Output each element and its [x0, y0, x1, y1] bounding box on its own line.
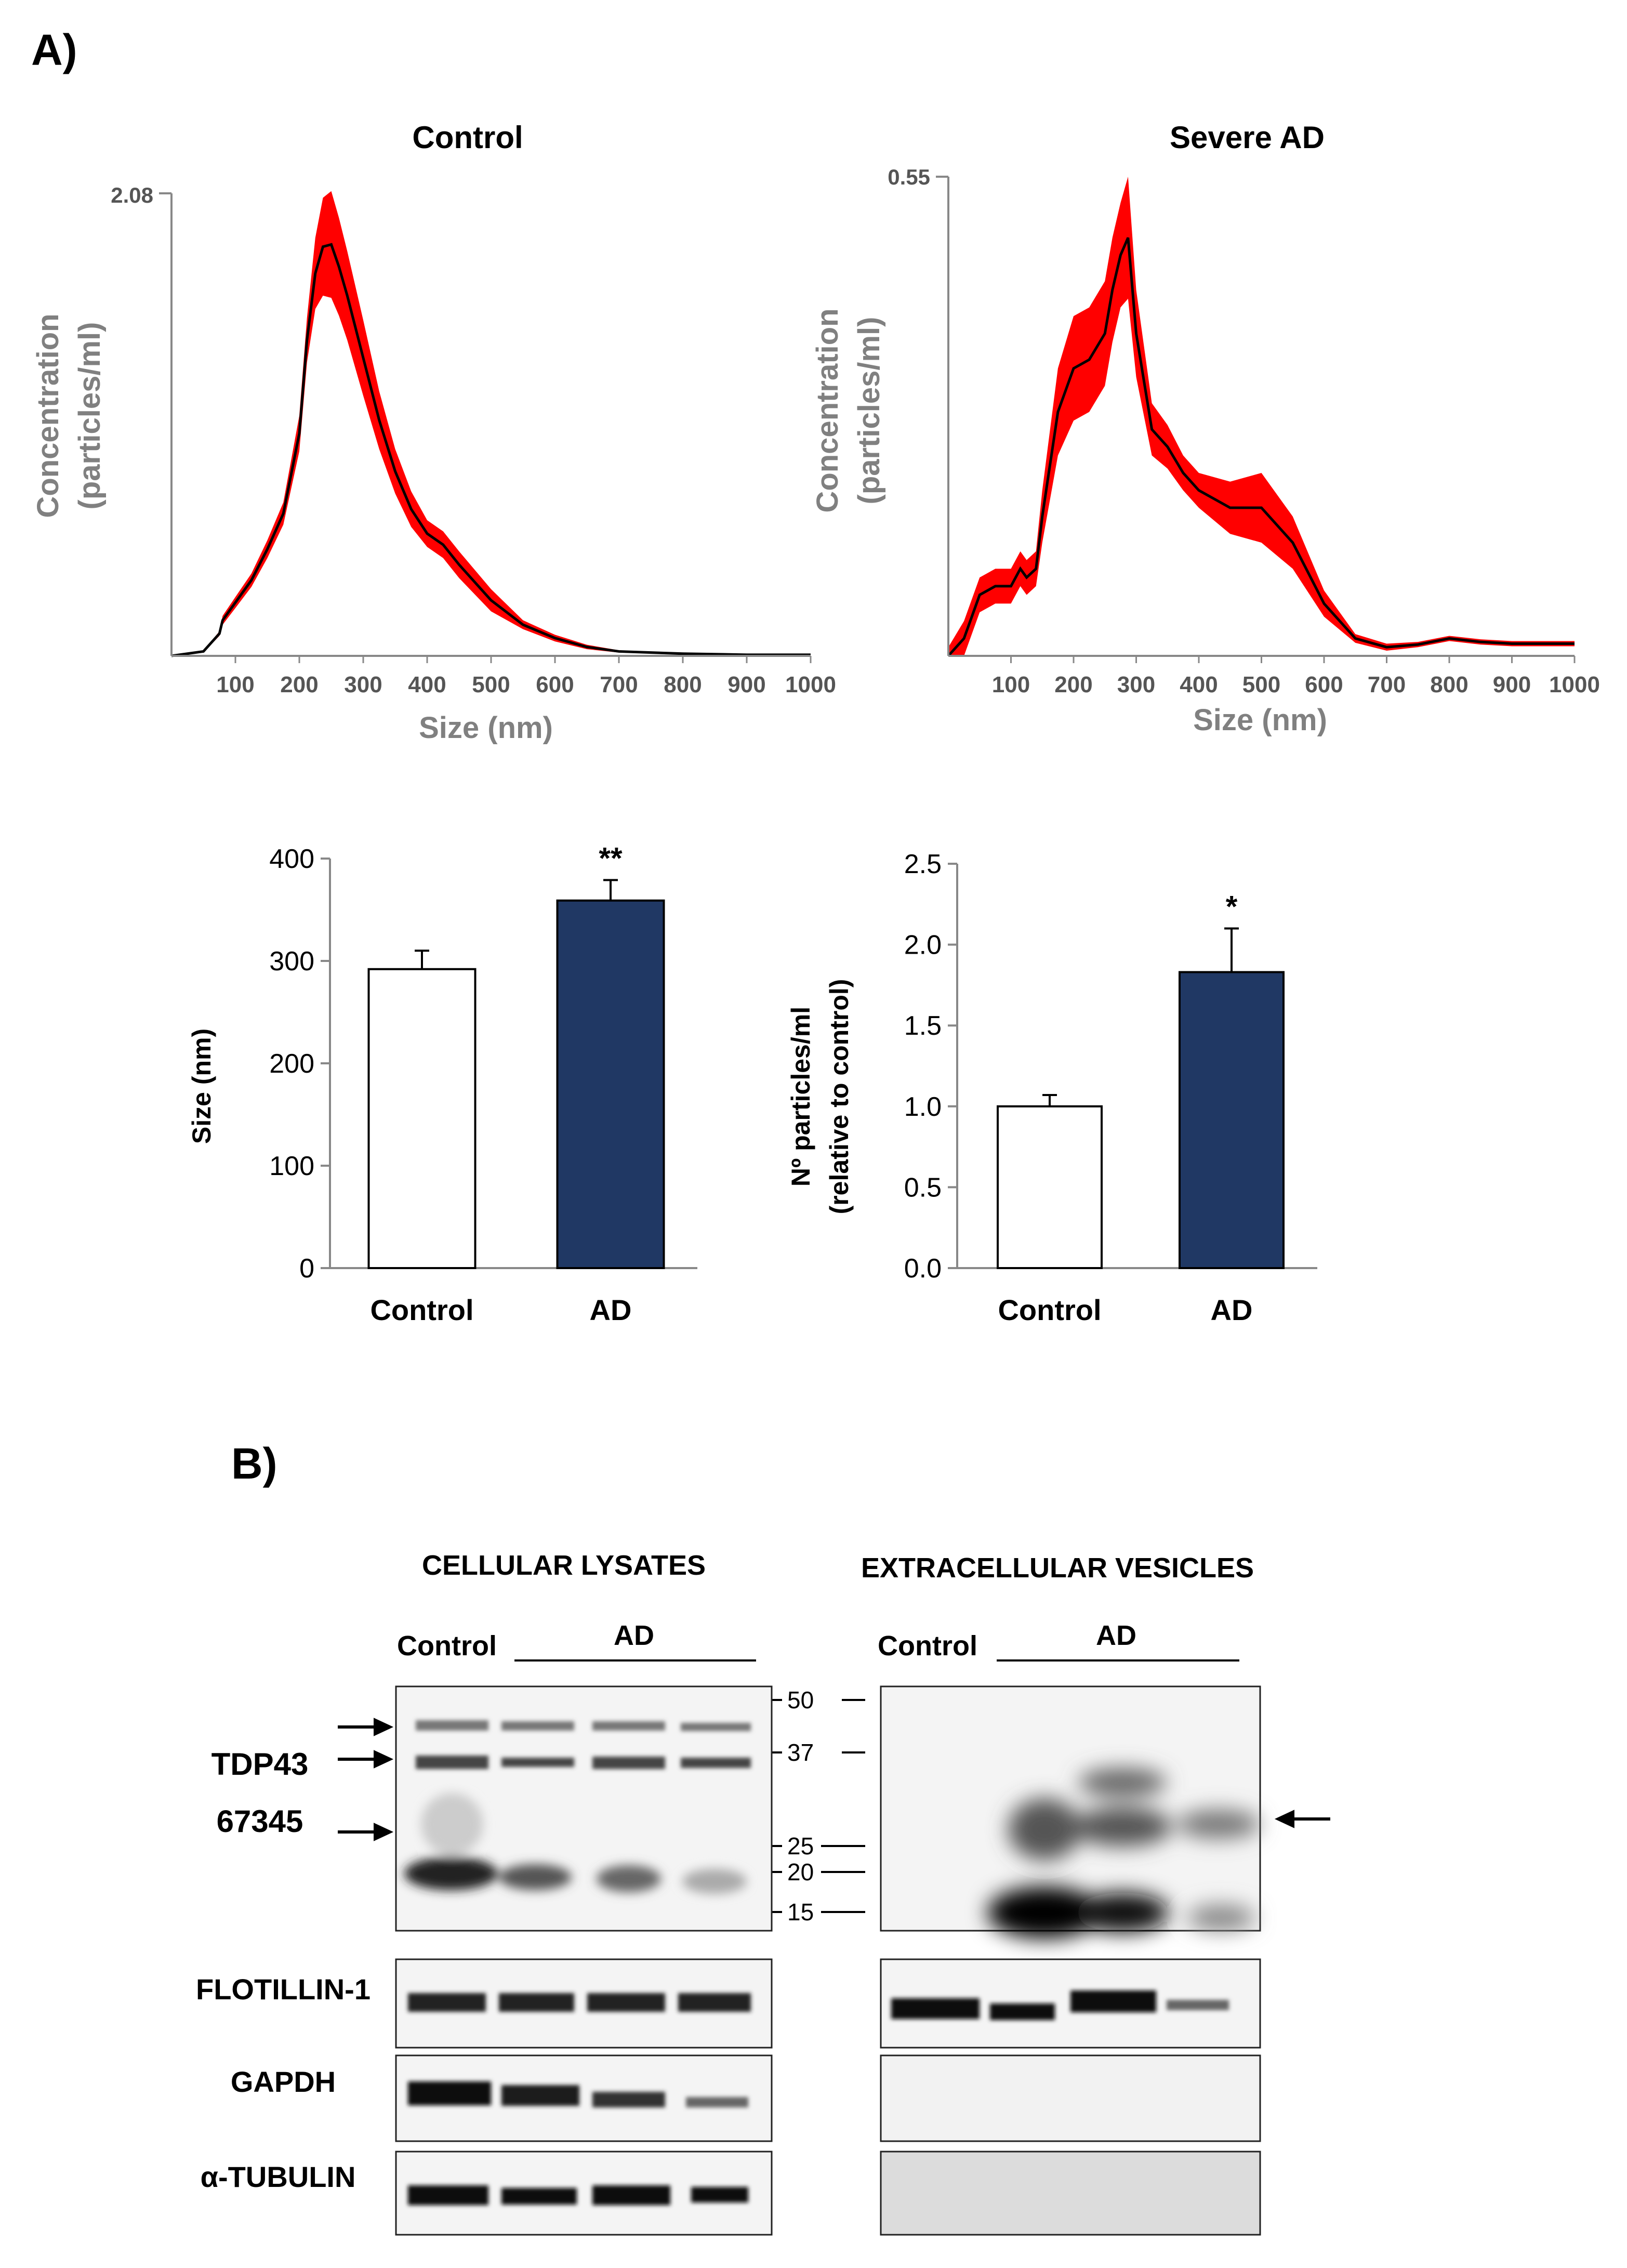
size-y-tick-label: 300 — [269, 946, 314, 977]
size-category-label: Control — [370, 1294, 473, 1326]
particles-bar-ad — [1179, 971, 1285, 1269]
lysates-title: CELLULAR LYSATES — [422, 1550, 706, 1581]
nta-control-x-tick-label: 300 — [344, 672, 382, 697]
size-y-tick-label: 400 — [269, 844, 314, 874]
particles-bar-control — [997, 1105, 1103, 1270]
particles-bar-ylabel-2: (relative to control) — [825, 979, 854, 1215]
particles-y-tick-label: 1.5 — [904, 1011, 942, 1041]
nta-ad-ylabel-2: (particles/ml) — [852, 317, 886, 505]
size-bar-control — [367, 968, 477, 1269]
nta-ad-x-tick-label: 1000 — [1549, 672, 1600, 697]
nta-control-ylabel-1: Concentration — [31, 313, 65, 518]
nta-ad-x-tick-label: 600 — [1305, 672, 1343, 697]
nta-ad-ylabel-1: Concentration — [811, 308, 844, 512]
arrow-icon — [338, 1718, 394, 1841]
nta-control-x-tick-label: 200 — [280, 672, 318, 697]
nta-control-x-tick-label: 500 — [472, 672, 510, 697]
nta-ad-x-tick-label: 800 — [1430, 672, 1468, 697]
nta-control-ymax: 2.08 — [111, 183, 153, 207]
marker-37: 37 — [787, 1739, 814, 1766]
size-y-tick-label: 100 — [269, 1151, 314, 1181]
particles-significance: * — [1226, 890, 1238, 924]
size-category-label: AD — [590, 1294, 632, 1326]
marker-15: 15 — [787, 1898, 814, 1926]
nta-ad-x-tick-label: 100 — [992, 672, 1030, 697]
particles-bar-chart: Nº particles/ml (relative to control) 0.… — [786, 849, 1317, 1326]
nta-ad-x-tick-label: 200 — [1054, 672, 1092, 697]
nta-ad-title: Severe AD — [1170, 120, 1325, 155]
blot-flotillin-vesicles — [880, 1958, 1261, 2049]
size-bar-chart: Size (nm) 0 100 200 300 400 Control AD ** — [187, 841, 697, 1326]
vesicles-title: EXTRACELLULAR VESICLES — [861, 1552, 1254, 1584]
size-bar-ylabel: Size (nm) — [187, 1028, 216, 1144]
marker-50: 50 — [787, 1686, 814, 1713]
size-y-tick-label: 200 — [269, 1049, 314, 1079]
vesicles-control-label: Control — [878, 1630, 977, 1662]
particles-category-label: AD — [1211, 1294, 1253, 1326]
particles-y-tick-label: 1.0 — [904, 1092, 942, 1122]
blot-gapdh-vesicles — [880, 2054, 1261, 2142]
blot-tubulin-lysates — [395, 2151, 773, 2236]
lysates-ad-label: AD — [614, 1620, 654, 1651]
blot-tubulin-vesicles — [880, 2151, 1261, 2236]
marker-25: 25 — [787, 1832, 814, 1860]
row-label-tdp43: TDP43 — [211, 1747, 309, 1782]
nta-control-ylabel-2: (particles/ml) — [73, 322, 107, 510]
size-y-tick-label: 0 — [299, 1254, 314, 1284]
nta-control-x-tick-label: 400 — [408, 672, 446, 697]
vesicles-ad-label: AD — [1096, 1620, 1136, 1651]
blot-flotillin-lysates — [395, 1958, 773, 2049]
row-label-tdp43-subtitle: 67345 — [217, 1804, 303, 1839]
particles-y-tick-label: 2.0 — [904, 930, 942, 960]
particles-category-label: Control — [998, 1294, 1101, 1326]
nta-control-error-band — [171, 191, 811, 656]
arrow-icon — [1274, 1810, 1330, 1828]
blot-tdp43-vesicles — [880, 1685, 1261, 1939]
nta-control-x-tick-label: 1000 — [785, 672, 836, 697]
size-bar-ad — [556, 899, 665, 1269]
nta-ad-error-band — [948, 177, 1575, 656]
nta-control-x-tick-label: 600 — [536, 672, 574, 697]
blot-tdp43-lysates — [395, 1685, 773, 1932]
particles-y-tick-label: 2.5 — [904, 849, 942, 879]
row-label-tubulin: α-TUBULIN — [201, 2160, 356, 2193]
panel-a-label: A) — [31, 25, 77, 74]
particles-y-tick-label: 0.5 — [904, 1172, 942, 1203]
nta-control-x-tick-label: 900 — [727, 672, 765, 697]
nta-control-x-tick-label: 100 — [216, 672, 254, 697]
panel-b-label: B) — [231, 1439, 277, 1488]
nta-control-x-tick-label: 700 — [600, 672, 638, 697]
marker-20: 20 — [787, 1858, 814, 1885]
nta-ad-x-tick-label: 900 — [1493, 672, 1531, 697]
mw-markers: 50 37 25 20 15 — [769, 1686, 865, 1926]
nta-ad-xlabel: Size (nm) — [1193, 703, 1327, 737]
nta-ad-x-tick-label: 400 — [1180, 672, 1218, 697]
nta-control-title: Control — [412, 120, 523, 155]
row-label-flotillin: FLOTILLIN-1 — [196, 1973, 371, 2006]
nta-control-mean-line — [171, 243, 811, 657]
nta-control-x-tick-label: 800 — [664, 672, 702, 697]
nta-ad-mean-line — [947, 237, 1575, 657]
row-label-gapdh: GAPDH — [231, 2065, 336, 2098]
particles-y-tick-label: 0.0 — [904, 1254, 942, 1284]
blot-gapdh-lysates — [395, 2054, 773, 2142]
nta-ad-x-tick-label: 300 — [1117, 672, 1155, 697]
nta-control-chart: Control 2.08 Concentration (particles/ml… — [31, 120, 836, 745]
size-significance: ** — [599, 841, 623, 875]
nta-control-xlabel: Size (nm) — [419, 711, 553, 745]
nta-ad-chart: Severe AD 0.55 Concentration (particles/… — [811, 120, 1600, 737]
particles-bar-ylabel-1: Nº particles/ml — [786, 1007, 815, 1186]
nta-ad-x-tick-label: 700 — [1368, 672, 1406, 697]
lysates-control-label: Control — [397, 1630, 497, 1662]
nta-ad-ymax: 0.55 — [888, 165, 930, 189]
nta-ad-x-tick-label: 500 — [1242, 672, 1280, 697]
